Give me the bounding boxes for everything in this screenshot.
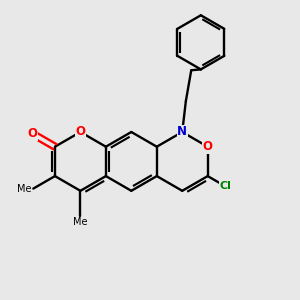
Text: O: O [27,127,37,140]
Text: O: O [75,125,85,139]
Text: Me: Me [73,217,88,227]
Text: Cl: Cl [220,182,232,191]
Text: N: N [177,125,187,139]
Text: O: O [203,140,213,153]
Text: Me: Me [17,184,32,194]
